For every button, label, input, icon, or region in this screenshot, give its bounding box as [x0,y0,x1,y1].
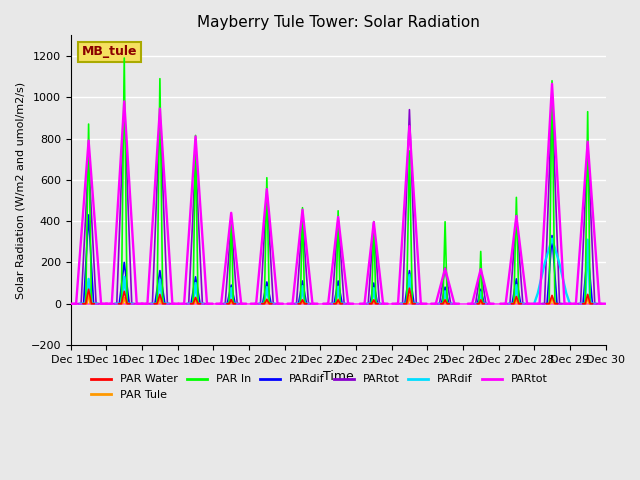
Title: Mayberry Tule Tower: Solar Radiation: Mayberry Tule Tower: Solar Radiation [196,15,479,30]
Legend: PAR Water, PAR Tule, PAR In, PARdif, PARtot, PARdif, PARtot: PAR Water, PAR Tule, PAR In, PARdif, PAR… [87,370,552,405]
Y-axis label: Solar Radiation (W/m2 and umol/m2/s): Solar Radiation (W/m2 and umol/m2/s) [15,82,25,299]
Text: MB_tule: MB_tule [81,46,137,59]
X-axis label: Time: Time [323,370,353,383]
